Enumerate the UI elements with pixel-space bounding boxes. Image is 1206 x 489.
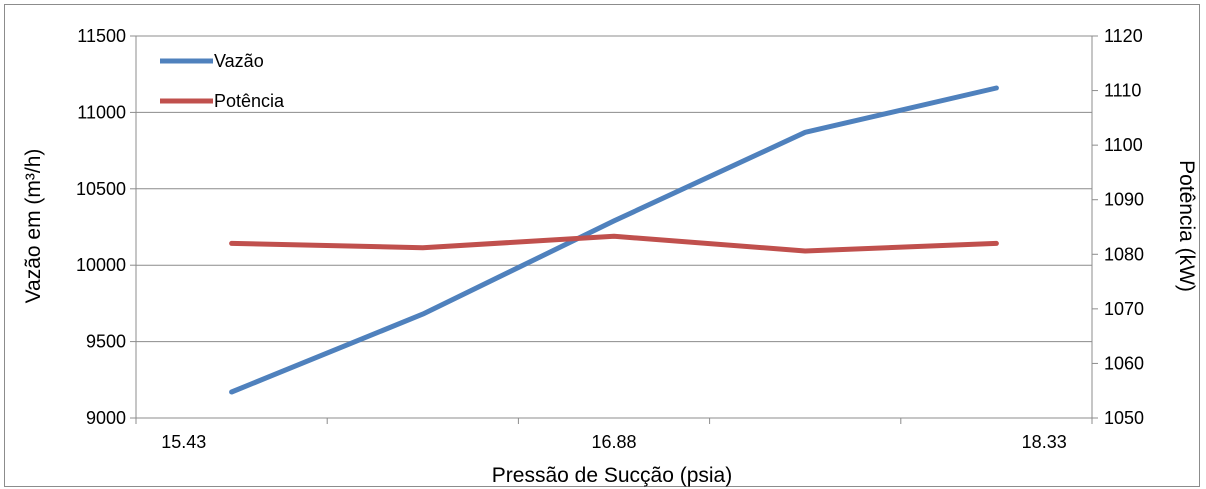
y-tick-label: 11000 [77, 102, 126, 122]
y-tick-label: 10500 [76, 179, 126, 199]
x-tick-label: 16.88 [591, 432, 636, 452]
y-right-tick-label: 1070 [1104, 299, 1144, 319]
chart-area [4, 4, 1200, 487]
y-tick-label: 9000 [86, 408, 126, 428]
y-right-tick-label: 1120 [1104, 26, 1143, 46]
y-axis-title-right: Potência (kW) [1175, 160, 1198, 292]
x-axis-title: Pressão de Sucção (psia) [492, 464, 732, 487]
y-right-tick-label: 1080 [1104, 244, 1144, 264]
y-right-tick-label: 1090 [1104, 190, 1144, 210]
y-right-tick-label: 1100 [1104, 135, 1143, 155]
tick-labels: 9000 9500 10000 10500 11000 11500 1050 1060 1070… [76, 26, 1144, 452]
legend: Vazão Potência [160, 51, 285, 111]
y-tick-label: 9500 [86, 332, 126, 352]
series-line-potencia [229, 233, 999, 254]
series-line-vazao [229, 85, 999, 395]
legend-label-potencia: Potência [214, 91, 285, 111]
series-lines [229, 85, 999, 395]
y-right-tick-label: 1110 [1104, 81, 1141, 101]
legend-label-vazao: Vazão [214, 51, 264, 71]
x-tick-label: 18.33 [1022, 432, 1067, 452]
axes [130, 35, 1098, 424]
y-axis-title-left: Vazão em (m³/h) [22, 149, 45, 304]
y-right-tick-label: 1060 [1104, 353, 1144, 373]
y-tick-label: 11500 [77, 26, 126, 46]
y-tick-label: 10000 [76, 255, 126, 275]
y-right-tick-label: 1050 [1104, 408, 1144, 428]
x-tick-label: 15.43 [161, 432, 206, 452]
